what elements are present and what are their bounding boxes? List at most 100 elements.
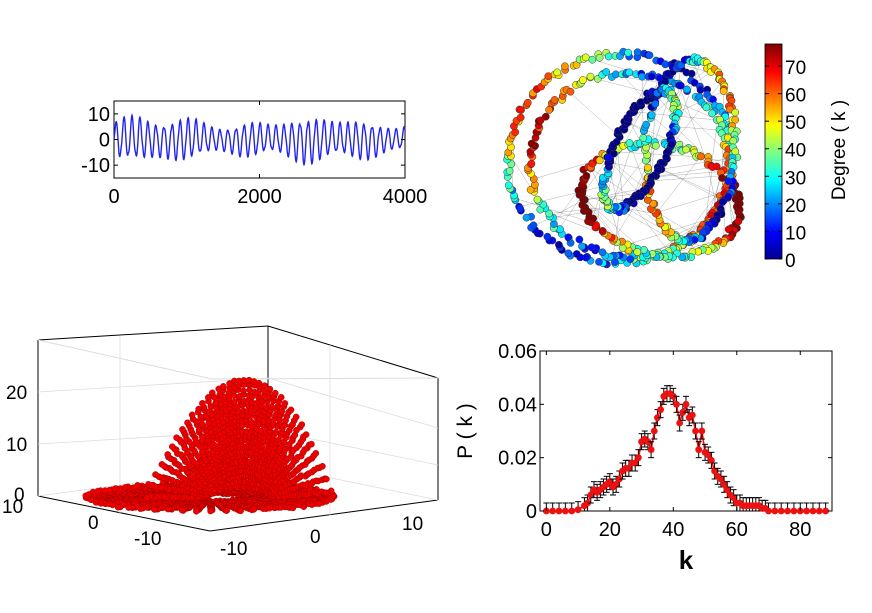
network-edge — [651, 66, 710, 116]
network-node — [586, 72, 595, 81]
data-point — [809, 507, 817, 515]
attractor-points — [82, 376, 338, 515]
data-point — [650, 427, 658, 435]
time-series-line — [113, 113, 406, 167]
network-node — [731, 108, 740, 117]
network-nodes — [503, 47, 745, 269]
x-tick-label: 80 — [789, 519, 811, 541]
data-point — [707, 456, 715, 464]
attractor-point — [277, 393, 285, 401]
attractor-point — [237, 507, 244, 515]
data-point — [669, 392, 677, 400]
network-node — [639, 134, 648, 142]
network-node — [618, 244, 627, 252]
attractor-point — [207, 507, 214, 515]
network-node — [683, 85, 691, 94]
data-point — [682, 400, 690, 408]
network-node — [626, 255, 635, 263]
attractor-point — [298, 421, 306, 428]
network-node — [555, 240, 563, 249]
attractor-point — [319, 462, 326, 470]
attractor-point — [184, 419, 191, 427]
data-point — [654, 414, 661, 422]
network-node — [527, 139, 536, 148]
network-node — [647, 111, 656, 119]
attractor-point — [261, 382, 269, 390]
network-node — [625, 68, 634, 77]
network-node — [708, 109, 716, 118]
attractor-point — [266, 385, 274, 393]
colorbar-tick-label: 50 — [785, 113, 806, 134]
attractor-point — [111, 485, 119, 492]
network-node — [676, 81, 685, 90]
attractor-point — [240, 387, 247, 395]
data-point — [612, 480, 620, 488]
network-node — [566, 87, 575, 96]
network-node — [729, 137, 738, 145]
network-edge — [670, 81, 723, 147]
network-node — [544, 72, 553, 81]
attractor-point — [195, 405, 202, 413]
y-tick-label: 10 — [88, 104, 110, 126]
network-node — [651, 100, 660, 108]
network-node — [587, 243, 596, 252]
network-node — [734, 217, 743, 226]
data-point — [704, 451, 712, 459]
network-node — [642, 120, 651, 129]
network-node — [640, 246, 648, 254]
attractor-point — [308, 501, 316, 508]
colorbar-tick-label: 60 — [785, 86, 806, 107]
data-point — [688, 411, 696, 419]
network-edge — [692, 62, 715, 112]
network-node — [662, 153, 670, 161]
attractor-point — [300, 503, 307, 510]
attractor-point — [94, 487, 102, 495]
network-edge — [579, 194, 647, 254]
data-point — [711, 467, 718, 475]
attractor-point — [302, 431, 310, 438]
data-point — [723, 486, 731, 494]
network-edge — [608, 154, 648, 206]
network-node — [504, 181, 513, 190]
network-node — [578, 242, 586, 251]
network-node — [609, 149, 618, 158]
attractor-point — [168, 443, 176, 451]
phase-space-panel: 20 10 0 10 0 -10 -10 0 10 — [2, 325, 439, 560]
x-axis-label: k — [679, 545, 694, 575]
attractor-point — [287, 406, 295, 414]
y-tick-label: 10 — [402, 514, 423, 535]
data-point — [673, 400, 680, 408]
attractor-point — [193, 508, 200, 515]
colorbar-tick-label: 20 — [785, 196, 806, 217]
network-node — [564, 233, 573, 242]
attractor-point — [255, 379, 263, 387]
x-tick-label: 20 — [599, 519, 621, 541]
data-point — [692, 427, 699, 435]
network-edge — [531, 199, 584, 228]
x-tick-label: 40 — [662, 519, 684, 541]
attractor-point — [137, 505, 144, 512]
attractor-point — [179, 426, 186, 433]
attractor-point — [125, 504, 132, 511]
network-node — [505, 167, 514, 175]
attractor-point — [281, 400, 289, 407]
z-tick-label: 20 — [6, 383, 27, 404]
data-point — [790, 507, 798, 515]
attractor-point — [312, 449, 320, 457]
attractor-point — [199, 399, 206, 407]
network-node — [633, 248, 642, 256]
attractor-point — [164, 451, 171, 458]
attractor-point — [223, 507, 230, 514]
data-point — [771, 507, 779, 515]
network-node — [731, 147, 740, 156]
network-node — [724, 177, 733, 186]
data-point — [777, 507, 785, 515]
data-point — [625, 464, 633, 472]
network-node — [516, 113, 525, 122]
data-point — [584, 499, 592, 507]
network-node — [579, 76, 587, 84]
network-node — [575, 235, 584, 244]
data-point — [784, 507, 791, 515]
network-edge — [584, 193, 639, 200]
